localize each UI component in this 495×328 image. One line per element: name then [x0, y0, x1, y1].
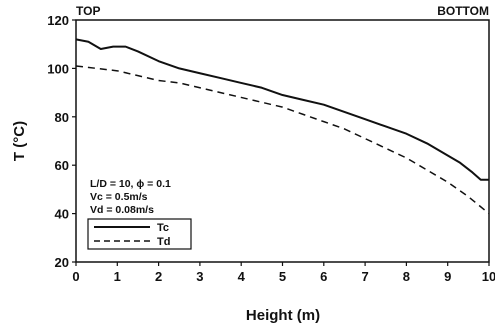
legend-box — [87, 218, 192, 250]
x-tick-label: 3 — [196, 269, 203, 284]
y-tick-label: 40 — [55, 207, 69, 222]
y-tick-label: 100 — [47, 61, 69, 76]
legend: Tc Td — [87, 218, 192, 250]
param-line-vc: Vc = 0.5m/s — [90, 191, 148, 203]
x-tick-label: 0 — [72, 269, 79, 284]
x-tick-label: 2 — [155, 269, 162, 284]
param-line-ld: L/D = 10, ϕ = 0.1 — [90, 178, 171, 190]
y-tick-label: 80 — [55, 110, 69, 125]
y-tick-label: 120 — [47, 13, 69, 28]
x-tick-label: 9 — [444, 269, 451, 284]
series-line-td — [75, 65, 490, 215]
y-tick-label: 20 — [55, 255, 69, 270]
x-tick-label: 4 — [238, 269, 246, 284]
param-line-vd: Vd = 0.08m/s — [90, 204, 154, 216]
series-line-tc — [75, 38, 489, 181]
x-tick-label: 7 — [361, 269, 368, 284]
y-axis-ticks: 20 40 60 80 100 120 — [47, 13, 76, 270]
x-axis-title: Height (m) — [246, 307, 320, 324]
legend-label-td: Td — [157, 236, 170, 248]
corner-label-bottom: BOTTOM — [437, 4, 489, 18]
corner-label-top: TOP — [76, 4, 100, 18]
y-tick-label: 60 — [55, 158, 69, 173]
x-tick-label: 1 — [114, 269, 121, 284]
y-axis-title: T (°C) — [11, 121, 28, 161]
x-tick-label: 5 — [279, 269, 286, 284]
x-tick-label: 10 — [482, 269, 495, 284]
x-tick-label: 8 — [403, 269, 410, 284]
x-axis-ticks: 0 1 2 3 4 5 6 7 8 9 10 — [72, 262, 495, 284]
legend-label-tc: Tc — [157, 222, 169, 234]
x-tick-label: 6 — [320, 269, 327, 284]
series-lines — [75, 38, 490, 215]
